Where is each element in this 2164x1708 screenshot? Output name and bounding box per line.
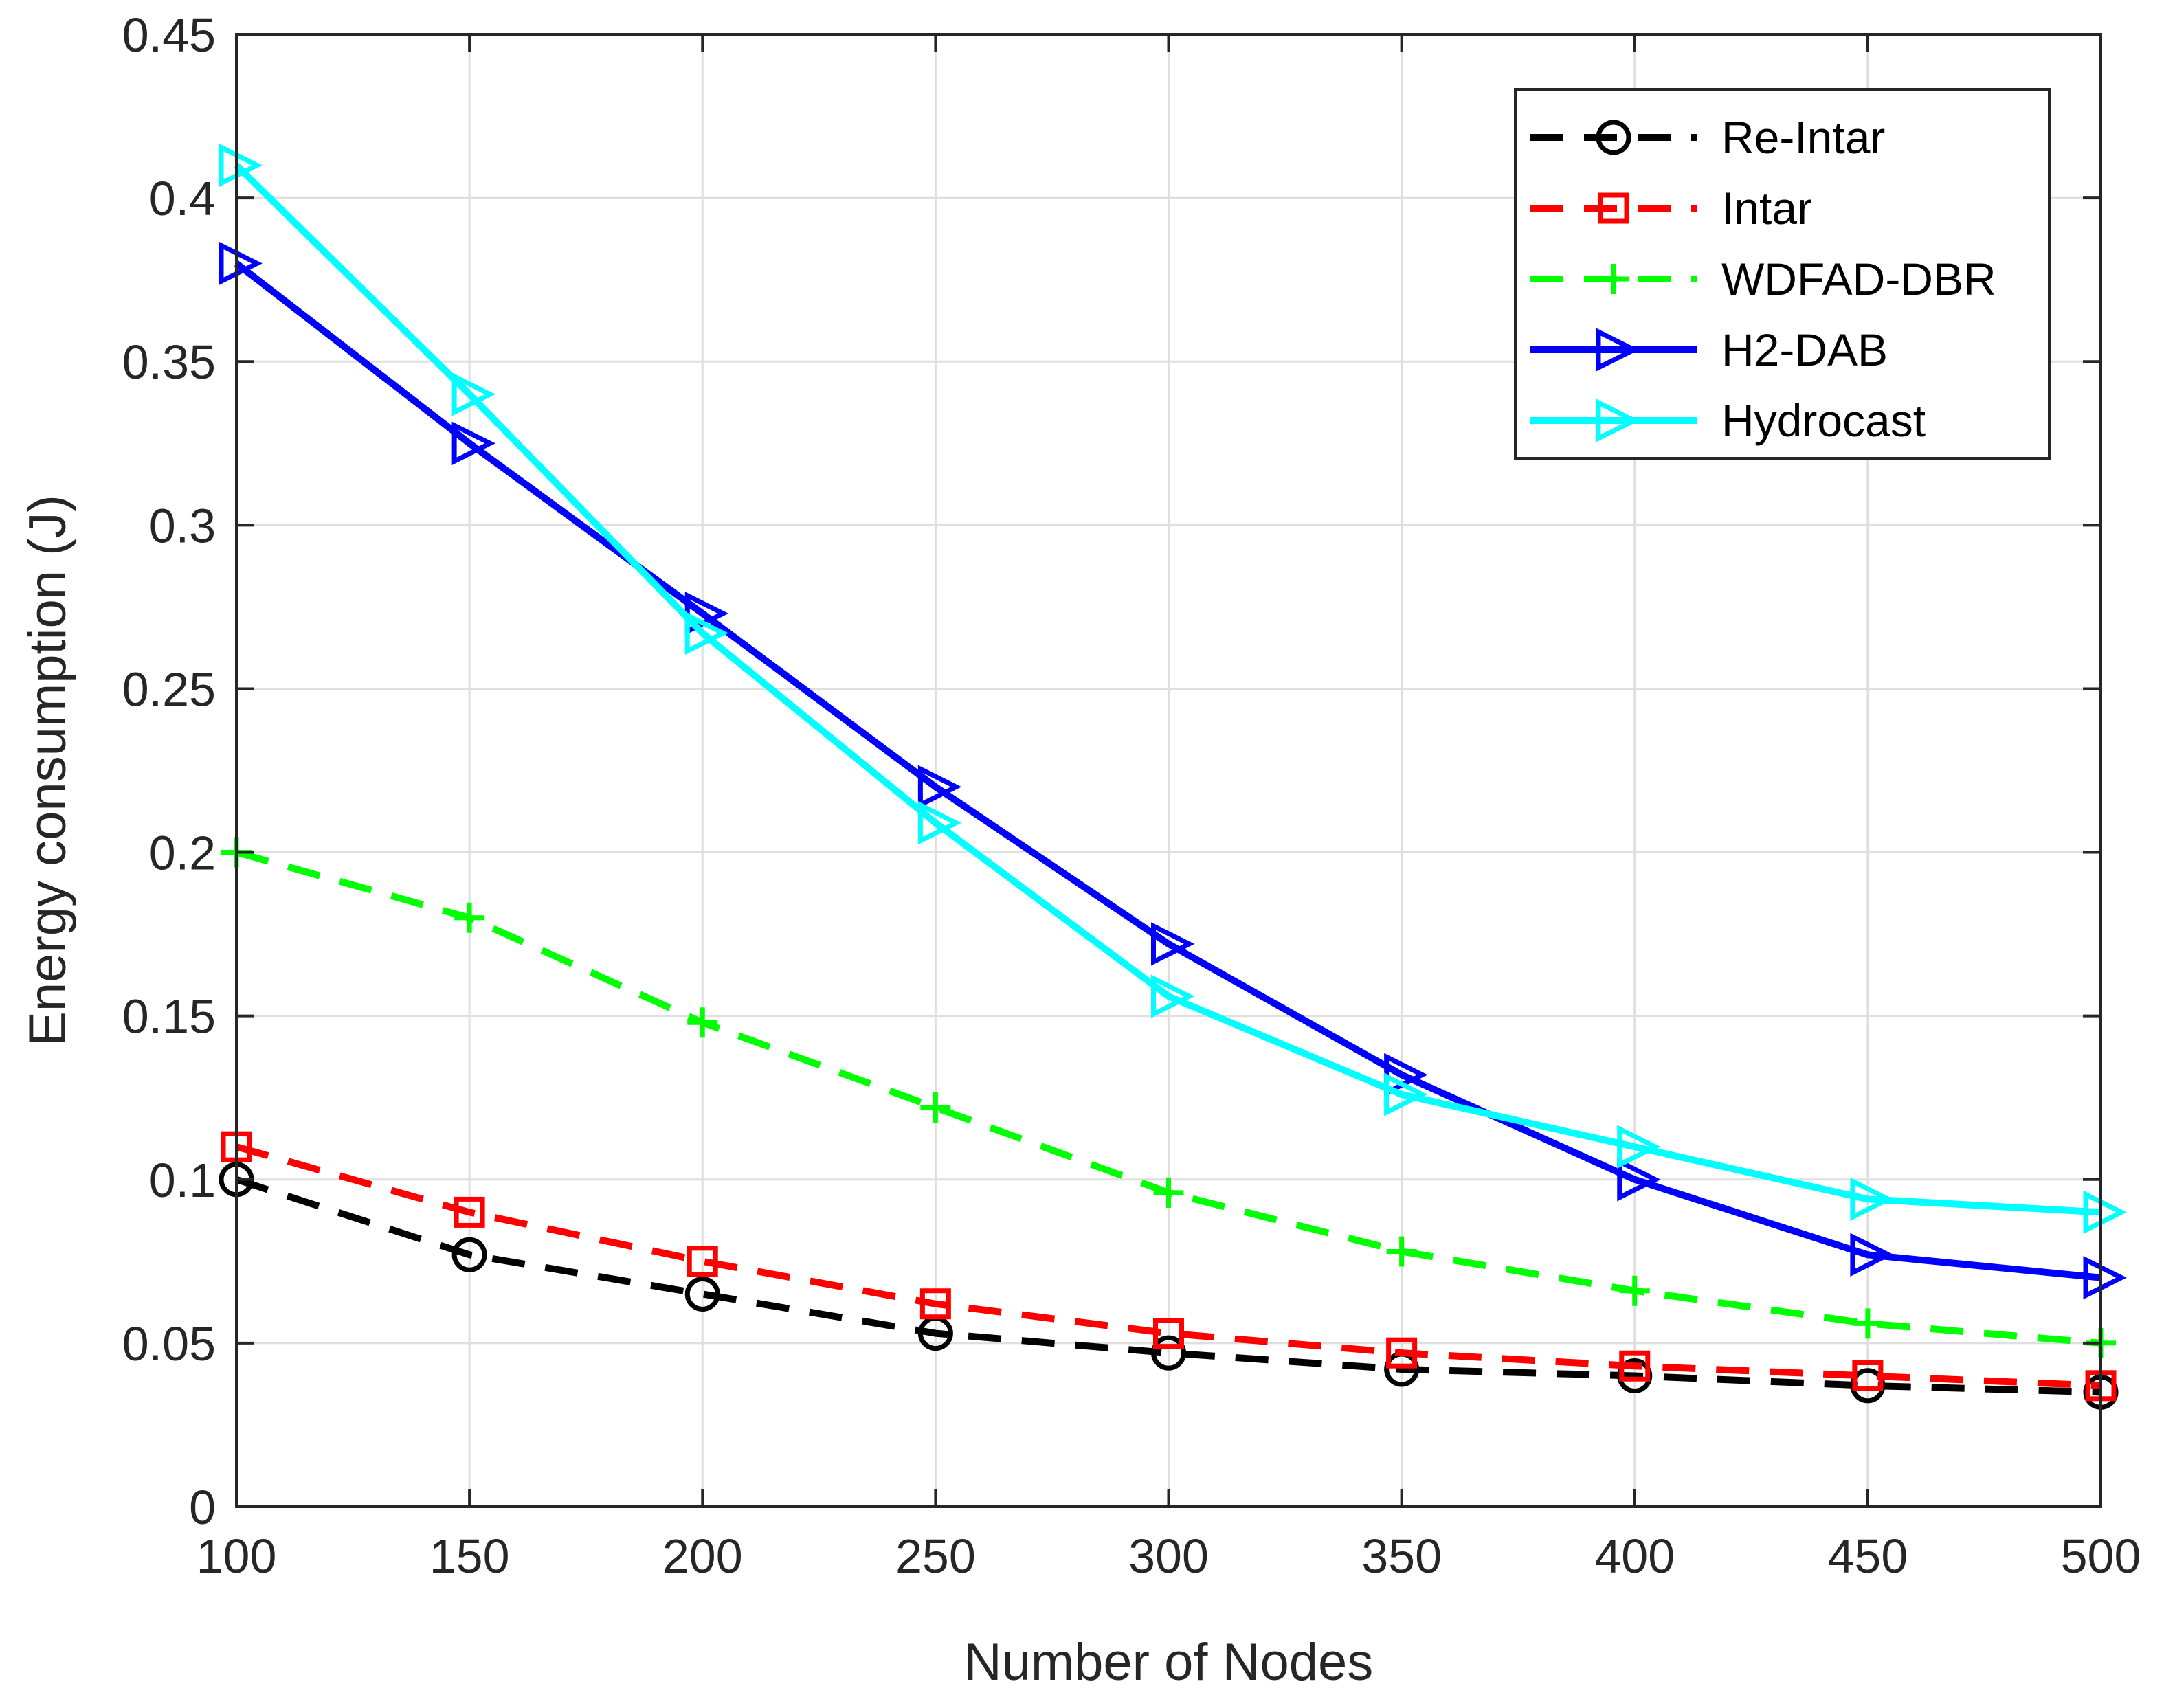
y-tick-label: 0.1 bbox=[149, 1154, 216, 1207]
data-point-marker bbox=[1151, 974, 1195, 1018]
legend-label: H2-DAB bbox=[1721, 324, 1888, 375]
data-point-marker bbox=[687, 1007, 718, 1038]
data-point-marker bbox=[687, 1246, 718, 1277]
legend-marker bbox=[1598, 264, 1629, 294]
data-point-marker bbox=[1850, 1233, 1894, 1277]
series-line bbox=[235, 1176, 2101, 1396]
legend-item: H2-DAB bbox=[1530, 324, 1888, 375]
y-tick-label: 0.25 bbox=[122, 662, 216, 716]
y-tick-label: 0.05 bbox=[122, 1317, 216, 1371]
legend-label: Intar bbox=[1721, 183, 1812, 234]
y-tick-label: 0.2 bbox=[149, 827, 216, 880]
data-point-marker bbox=[684, 611, 729, 655]
legend-item: Hydrocast bbox=[1530, 395, 1926, 446]
data-point-marker bbox=[1617, 1158, 1661, 1202]
y-tick-label: 0 bbox=[189, 1481, 216, 1534]
y-tick-label: 0.15 bbox=[122, 990, 216, 1044]
legend-marker bbox=[1596, 120, 1631, 155]
legend-label: Re-Intar bbox=[1721, 112, 1885, 163]
data-point-marker bbox=[219, 143, 263, 188]
data-point-marker bbox=[1852, 1360, 1884, 1392]
data-point-marker bbox=[684, 1276, 720, 1312]
data-point-marker bbox=[917, 765, 962, 809]
x-axis-title: Number of Nodes bbox=[964, 1633, 1374, 1692]
x-tick-label: 100 bbox=[197, 1529, 277, 1583]
x-tick-label: 150 bbox=[430, 1529, 510, 1583]
data-point-marker bbox=[1617, 1125, 1661, 1169]
y-tick-label: 0.35 bbox=[122, 335, 216, 389]
data-point-marker bbox=[451, 372, 495, 416]
legend-item: Intar bbox=[1530, 183, 1812, 234]
x-tick-label: 400 bbox=[1594, 1529, 1675, 1583]
x-tick-label: 500 bbox=[2061, 1529, 2141, 1583]
data-point-marker bbox=[1153, 1177, 1184, 1208]
data-point-marker bbox=[1151, 1335, 1186, 1371]
data-point-marker bbox=[1852, 1308, 1883, 1339]
y-tick-label: 0.3 bbox=[149, 499, 216, 552]
data-point-marker bbox=[1619, 1275, 1650, 1306]
data-point-marker bbox=[917, 801, 962, 845]
y-tick-label: 0.45 bbox=[122, 8, 216, 62]
data-point-marker bbox=[919, 1288, 951, 1320]
data-point-marker bbox=[1850, 1177, 1894, 1222]
data-point-marker bbox=[1386, 1337, 1418, 1369]
legend-marker bbox=[1598, 192, 1629, 224]
data-point-marker bbox=[1386, 1236, 1417, 1267]
data-point-marker bbox=[451, 421, 495, 465]
data-point-marker bbox=[454, 902, 485, 933]
x-tick-label: 350 bbox=[1361, 1529, 1442, 1583]
data-point-marker bbox=[2083, 1190, 2127, 1235]
series-hydrocast bbox=[219, 143, 2127, 1235]
series-line bbox=[235, 1143, 2101, 1389]
data-point-marker bbox=[920, 1092, 951, 1123]
x-tick-label: 450 bbox=[1827, 1529, 1908, 1583]
legend-marker bbox=[1596, 398, 1640, 442]
legend-label: WDFAD-DBR bbox=[1721, 254, 1996, 304]
data-point-marker bbox=[219, 241, 263, 286]
legend-label: Hydrocast bbox=[1721, 395, 1926, 446]
y-tick-label: 0.4 bbox=[149, 172, 216, 225]
data-point-marker bbox=[454, 1196, 485, 1228]
plot-series bbox=[219, 143, 2127, 1410]
legend-item: WDFAD-DBR bbox=[1530, 254, 1996, 304]
series-line bbox=[234, 162, 2101, 1216]
series-line bbox=[234, 260, 2101, 1281]
data-point-marker bbox=[1384, 1072, 1428, 1116]
x-tick-label: 300 bbox=[1128, 1529, 1209, 1583]
legend: Re-Intar Intar WDFAD-DBR H2-DAB Hydrocast bbox=[1514, 88, 2051, 460]
axes: 100 150 200 250 300 350 400 450 500 0 0.05 0.1 0.15 0… bbox=[122, 8, 2141, 1583]
data-point-marker bbox=[1153, 1318, 1184, 1349]
data-point-marker bbox=[1619, 1350, 1651, 1382]
x-tick-label: 200 bbox=[662, 1529, 743, 1583]
data-point-marker bbox=[2083, 1255, 2127, 1300]
data-point-marker bbox=[1151, 922, 1195, 966]
y-axis-title: Energy consumption (J) bbox=[19, 495, 77, 1046]
legend-marker bbox=[1596, 328, 1640, 372]
data-point-marker bbox=[451, 1237, 487, 1272]
x-tick-label: 250 bbox=[895, 1529, 976, 1583]
legend-item: Re-Intar bbox=[1530, 112, 1885, 163]
